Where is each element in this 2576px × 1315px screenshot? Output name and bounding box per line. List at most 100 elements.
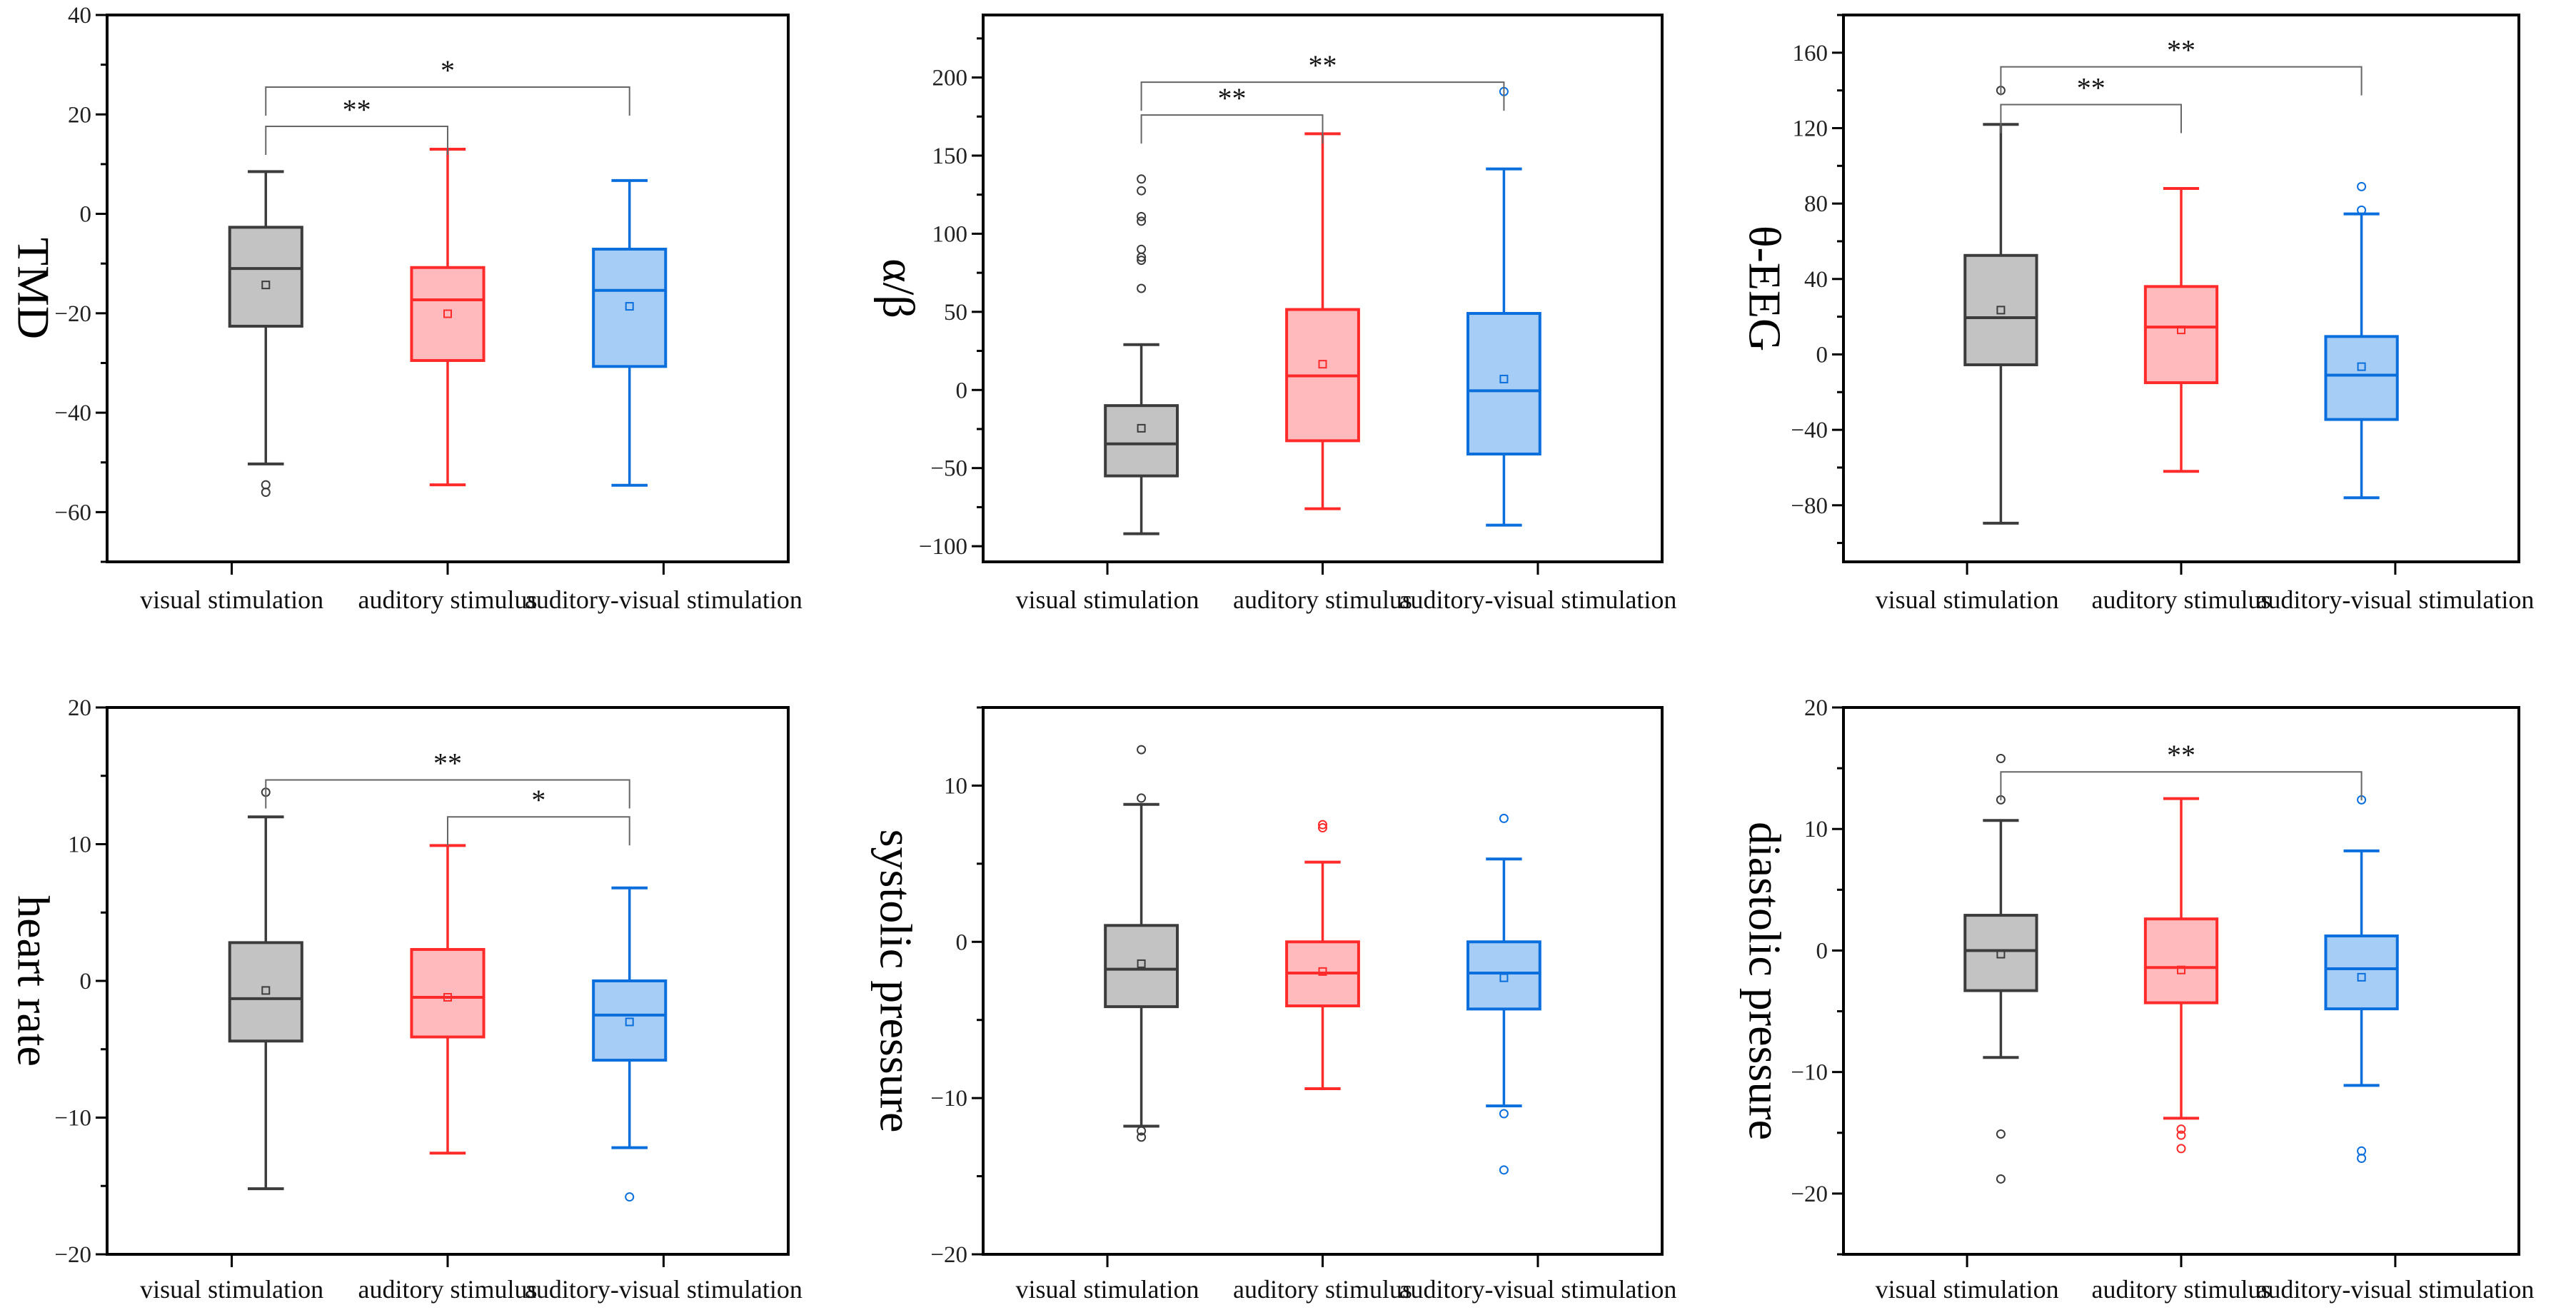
- y-tick-label: 20: [68, 102, 91, 128]
- y-tick-label: 200: [932, 66, 968, 91]
- bracket-line: [2000, 66, 2363, 96]
- y-tick-label: 120: [1793, 116, 1828, 141]
- outlier-point: [1137, 186, 1147, 196]
- chart-panel-1: 40 20 0 −20 −40 −60 visual stimulation auditory…: [8, 3, 803, 614]
- significance-label: **: [2167, 739, 2195, 771]
- chart-panel-5: 10 0 −10 −20 visual stimulation auditory stim…: [870, 706, 1676, 1304]
- outlier-point: [1137, 174, 1147, 184]
- box-visual-stimulation: [228, 170, 303, 498]
- significance-bracket: **: [2000, 71, 2182, 133]
- plot-frame: [1842, 706, 2520, 1256]
- outlier-point: [1137, 793, 1147, 803]
- iqr-box: [1963, 914, 2038, 992]
- outlier-point: [1499, 813, 1509, 823]
- outlier-point: [261, 488, 271, 498]
- significance-bracket: **: [1140, 49, 1505, 111]
- iqr-box: [2324, 335, 2399, 421]
- y-tick-label: −20: [930, 1242, 967, 1268]
- significance-bracket: **: [265, 94, 448, 155]
- mean-marker: [1318, 967, 1327, 976]
- mean-marker: [1996, 306, 2006, 315]
- outlier-point: [625, 1192, 635, 1202]
- y-tick-label: 0: [1816, 342, 1828, 368]
- iqr-box: [410, 266, 485, 362]
- y-tick-label: −20: [54, 1242, 91, 1268]
- box-visual-stimulation: [1963, 86, 2038, 525]
- box-auditory-visual-stimulation: [2324, 181, 2399, 500]
- iqr-box: [1466, 312, 1541, 455]
- significance-bracket: **: [265, 747, 630, 809]
- x-category-label: auditory-visual stimulation: [2256, 1275, 2534, 1304]
- mean-marker: [443, 309, 452, 318]
- box-auditory-visual-stimulation: [2324, 795, 2399, 1164]
- x-category-label: auditory-visual stimulation: [525, 1275, 803, 1304]
- mean-marker: [1318, 360, 1327, 369]
- mean-marker: [1499, 973, 1509, 982]
- outlier-point: [2357, 181, 2367, 191]
- x-category-label: visual stimulation: [140, 1275, 323, 1304]
- y-tick-label: 0: [1816, 938, 1828, 964]
- y-tick-label: 0: [956, 929, 968, 955]
- outlier-point: [1137, 1132, 1147, 1142]
- box-visual-stimulation: [1104, 174, 1179, 535]
- x-category-label: visual stimulation: [1876, 585, 2059, 614]
- outlier-point: [1137, 745, 1147, 755]
- y-tick-label: 40: [1804, 267, 1828, 293]
- x-category-label: auditory-visual stimulation: [2256, 585, 2534, 614]
- outlier-point: [1996, 1129, 2006, 1139]
- y-tick-label: 160: [1793, 41, 1828, 66]
- y-tick-label: 0: [956, 378, 968, 403]
- y-tick-label: 10: [944, 773, 967, 799]
- outlier-point: [1318, 820, 1327, 830]
- bracket-line: [1140, 114, 1324, 144]
- bracket-line: [265, 779, 630, 809]
- mean-marker: [625, 302, 634, 311]
- significance-bracket: *: [447, 784, 630, 846]
- iqr-box: [1466, 940, 1541, 1011]
- y-tick-label: −80: [1791, 493, 1828, 519]
- y-tick-label: 0: [80, 969, 92, 994]
- mean-marker: [625, 1017, 634, 1027]
- significance-label: **: [1218, 82, 1247, 114]
- mean-marker: [2357, 362, 2366, 371]
- outlier-point: [2176, 1144, 2186, 1154]
- x-category-label: visual stimulation: [140, 585, 323, 614]
- box-visual-stimulation: [1963, 753, 2038, 1184]
- outlier-point: [2357, 1154, 2367, 1164]
- bracket-line: [2000, 104, 2182, 133]
- y-tick-label: −60: [54, 500, 91, 525]
- significance-label: **: [2167, 34, 2195, 66]
- y-tick-label: −10: [54, 1106, 91, 1132]
- x-category-label: auditory stimulus: [1233, 1275, 1412, 1304]
- chart-panel-6: 20 10 0 −10 −20 visual stimulation auditory st…: [1739, 695, 2534, 1304]
- iqr-box: [592, 247, 668, 368]
- mean-marker: [2177, 965, 2185, 974]
- y-tick-label: −20: [54, 301, 91, 327]
- bracket-line: [447, 816, 630, 846]
- box-auditory-visual-stimulation: [1466, 86, 1541, 527]
- y-axis-title: diastolic pressure: [1739, 822, 1790, 1140]
- x-category-label: auditory-visual stimulation: [1399, 1275, 1676, 1304]
- x-category-label: visual stimulation: [1876, 1275, 2059, 1304]
- y-tick-label: −50: [930, 456, 967, 482]
- box-auditory-stimulus: [1285, 132, 1360, 510]
- iqr-box: [2143, 285, 2219, 385]
- y-tick-label: 150: [932, 143, 968, 169]
- y-tick-label: 80: [1804, 191, 1828, 217]
- box-auditory-stimulus: [410, 148, 485, 487]
- box-auditory-stimulus: [2143, 187, 2219, 473]
- mean-marker: [1996, 949, 2006, 959]
- box-auditory-visual-stimulation: [592, 886, 668, 1202]
- mean-marker: [261, 986, 271, 995]
- y-tick-label: 40: [68, 3, 91, 29]
- chart-panel-3: 160 120 80 40 0 −40 −80 visual stimulation audit…: [1739, 14, 2534, 614]
- iqr-box: [1963, 253, 2038, 366]
- significance-bracket: **: [2000, 34, 2363, 96]
- x-category-label: auditory stimulus: [1233, 585, 1412, 614]
- outlier-point: [2176, 1124, 2186, 1134]
- y-axis-title: TMD: [8, 238, 59, 339]
- iqr-box: [228, 226, 303, 328]
- box-auditory-visual-stimulation: [1466, 813, 1541, 1175]
- iqr-box: [2143, 917, 2219, 1004]
